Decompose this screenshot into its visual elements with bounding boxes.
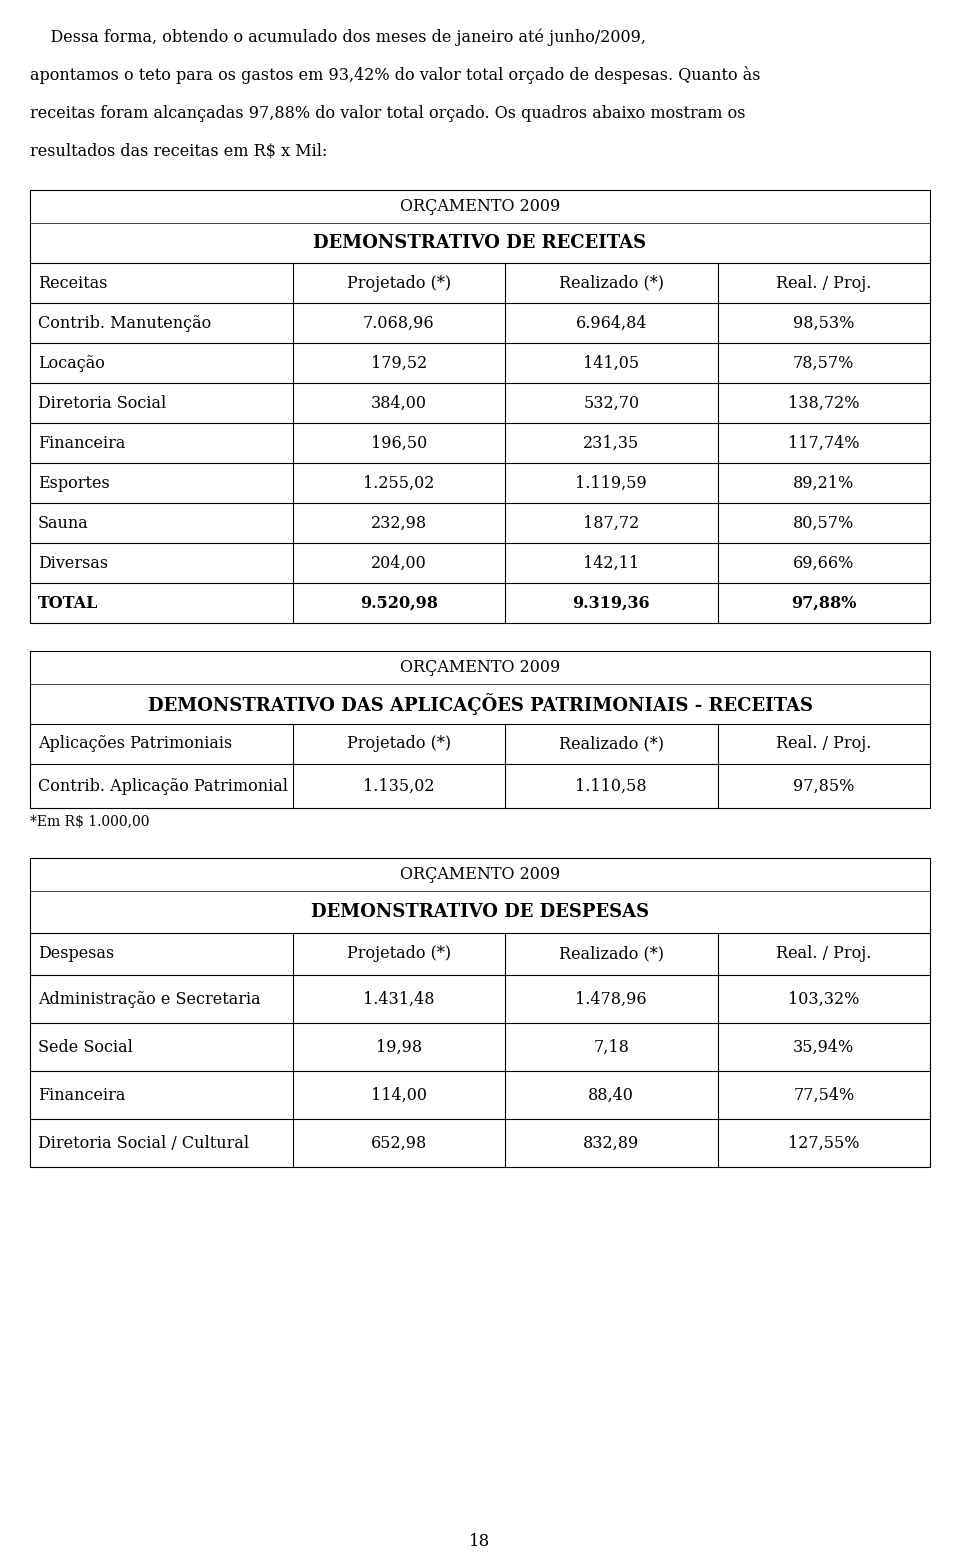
Text: 97,88%: 97,88% xyxy=(791,594,856,612)
Text: 103,32%: 103,32% xyxy=(788,990,859,1007)
Text: Esportes: Esportes xyxy=(38,474,109,491)
Text: 231,35: 231,35 xyxy=(583,435,639,452)
Text: 532,70: 532,70 xyxy=(584,394,639,411)
Text: 117,74%: 117,74% xyxy=(788,435,859,452)
Text: 652,98: 652,98 xyxy=(371,1134,427,1151)
Text: 204,00: 204,00 xyxy=(371,555,426,571)
Text: 142,11: 142,11 xyxy=(584,555,639,571)
Text: Financeira: Financeira xyxy=(38,435,126,452)
Text: Realizado (*): Realizado (*) xyxy=(559,735,663,752)
Text: ORÇAMENTO 2009: ORÇAMENTO 2009 xyxy=(400,866,560,884)
Text: 89,21%: 89,21% xyxy=(793,474,854,491)
Text: *Em R$ 1.000,00: *Em R$ 1.000,00 xyxy=(30,815,150,829)
Text: Receitas: Receitas xyxy=(38,275,108,291)
Text: 1.110,58: 1.110,58 xyxy=(575,777,647,795)
Text: 35,94%: 35,94% xyxy=(793,1038,854,1056)
Text: DEMONSTRATIVO DE RECEITAS: DEMONSTRATIVO DE RECEITAS xyxy=(313,235,647,252)
Text: 98,53%: 98,53% xyxy=(793,314,854,332)
Text: apontamos o teto para os gastos em 93,42% do valor total orçado de despesas. Qua: apontamos o teto para os gastos em 93,42… xyxy=(30,66,760,84)
Text: 179,52: 179,52 xyxy=(371,355,427,372)
Text: 1.431,48: 1.431,48 xyxy=(363,990,435,1007)
Text: 7.068,96: 7.068,96 xyxy=(363,314,435,332)
Text: Administração e Secretaria: Administração e Secretaria xyxy=(38,990,260,1007)
Text: Projetado (*): Projetado (*) xyxy=(347,735,451,752)
Text: DEMONSTRATIVO DAS APLICAÇÕES PATRIMONIAIS - RECEITAS: DEMONSTRATIVO DAS APLICAÇÕES PATRIMONIAI… xyxy=(148,693,812,715)
Text: Diretoria Social / Cultural: Diretoria Social / Cultural xyxy=(38,1134,250,1151)
Text: Realizado (*): Realizado (*) xyxy=(559,946,663,962)
Text: 114,00: 114,00 xyxy=(371,1087,427,1104)
Text: 18: 18 xyxy=(469,1533,491,1550)
Text: 1.478,96: 1.478,96 xyxy=(575,990,647,1007)
Text: 9.520,98: 9.520,98 xyxy=(360,594,438,612)
Text: 9.319,36: 9.319,36 xyxy=(572,594,650,612)
Text: 97,85%: 97,85% xyxy=(793,777,854,795)
Text: 69,66%: 69,66% xyxy=(793,555,854,571)
Text: Locação: Locação xyxy=(38,355,105,372)
Text: 196,50: 196,50 xyxy=(371,435,427,452)
Text: 384,00: 384,00 xyxy=(371,394,427,411)
Text: 138,72%: 138,72% xyxy=(788,394,859,411)
Text: Projetado (*): Projetado (*) xyxy=(347,275,451,291)
Text: 7,18: 7,18 xyxy=(593,1038,629,1056)
Text: DEMONSTRATIVO DE DESPESAS: DEMONSTRATIVO DE DESPESAS xyxy=(311,902,649,921)
Text: 1.255,02: 1.255,02 xyxy=(363,474,435,491)
Text: Sauna: Sauna xyxy=(38,515,88,532)
Text: Diversas: Diversas xyxy=(38,555,108,571)
Text: 80,57%: 80,57% xyxy=(793,515,854,532)
Text: 187,72: 187,72 xyxy=(583,515,639,532)
Bar xyxy=(30,859,930,1167)
Text: 78,57%: 78,57% xyxy=(793,355,854,372)
Text: receitas foram alcançadas 97,88% do valor total orçado. Os quadros abaixo mostra: receitas foram alcançadas 97,88% do valo… xyxy=(30,105,746,122)
Text: Dessa forma, obtendo o acumulado dos meses de janeiro até junho/2009,: Dessa forma, obtendo o acumulado dos mes… xyxy=(30,28,646,45)
Text: 1.119,59: 1.119,59 xyxy=(575,474,647,491)
Text: ORÇAMENTO 2009: ORÇAMENTO 2009 xyxy=(400,658,560,676)
Text: Projetado (*): Projetado (*) xyxy=(347,946,451,962)
Text: 141,05: 141,05 xyxy=(584,355,639,372)
Text: TOTAL: TOTAL xyxy=(38,594,98,612)
Text: resultados das receitas em R$ x Mil:: resultados das receitas em R$ x Mil: xyxy=(30,142,327,160)
Text: Contrib. Manutenção: Contrib. Manutenção xyxy=(38,314,211,332)
Text: 832,89: 832,89 xyxy=(583,1134,639,1151)
Text: 1.135,02: 1.135,02 xyxy=(363,777,435,795)
Text: ORÇAMENTO 2009: ORÇAMENTO 2009 xyxy=(400,199,560,214)
Text: 6.964,84: 6.964,84 xyxy=(575,314,647,332)
Text: 232,98: 232,98 xyxy=(371,515,427,532)
Bar xyxy=(30,189,930,622)
Text: 77,54%: 77,54% xyxy=(793,1087,854,1104)
Text: Realizado (*): Realizado (*) xyxy=(559,275,663,291)
Text: Contrib. Aplicação Patrimonial: Contrib. Aplicação Patrimonial xyxy=(38,777,288,795)
Text: Despesas: Despesas xyxy=(38,946,114,962)
Text: Real. / Proj.: Real. / Proj. xyxy=(776,735,872,752)
Text: Real. / Proj.: Real. / Proj. xyxy=(776,946,872,962)
Text: 127,55%: 127,55% xyxy=(788,1134,859,1151)
Text: 88,40: 88,40 xyxy=(588,1087,635,1104)
Text: 19,98: 19,98 xyxy=(375,1038,421,1056)
Text: Diretoria Social: Diretoria Social xyxy=(38,394,166,411)
Text: Aplicações Patrimoniais: Aplicações Patrimoniais xyxy=(38,735,232,752)
Text: Real. / Proj.: Real. / Proj. xyxy=(776,275,872,291)
Text: Financeira: Financeira xyxy=(38,1087,126,1104)
Bar xyxy=(30,651,930,809)
Text: Sede Social: Sede Social xyxy=(38,1038,132,1056)
